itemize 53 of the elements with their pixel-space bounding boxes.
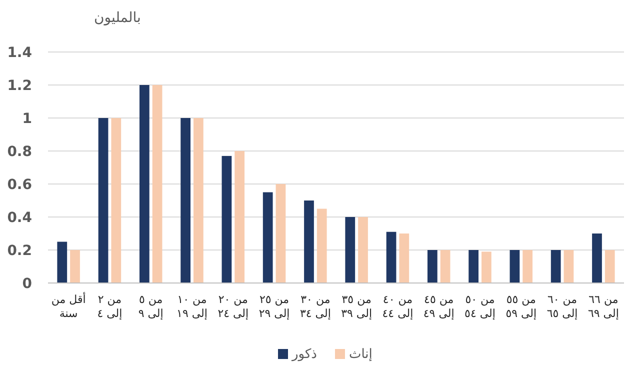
bar [152, 85, 162, 283]
y-tick-label: 1 [22, 111, 32, 127]
bar [358, 217, 368, 283]
bar [304, 200, 314, 283]
x-tick-label: من ٣٥ إلى ٣٩ [341, 293, 372, 320]
bar [111, 118, 122, 283]
bar [564, 250, 574, 283]
y-tick-label: 0.8 [7, 144, 32, 160]
bar [316, 208, 327, 283]
x-tick-label: من ٣٠ إلى ٣٤ [300, 293, 331, 320]
x-tick-label: من ٢٥ إلى ٢٩ [258, 293, 290, 320]
legend-label: ذكور [291, 347, 318, 362]
x-tick-label: أقل من سنة [51, 292, 86, 320]
bar [427, 250, 438, 283]
bar [234, 151, 245, 283]
bar [345, 217, 356, 283]
y-tick-label: 0.2 [7, 243, 32, 259]
x-tick-label: من ٥ إلى ٩ [138, 293, 164, 320]
bar [194, 118, 204, 283]
bar [440, 250, 450, 283]
bar [180, 118, 190, 283]
x-tick-label: من ٥٥ إلى ٥٩ [506, 293, 537, 320]
bar [57, 242, 68, 283]
y-tick-label: 0.4 [7, 210, 32, 226]
bar [604, 250, 615, 283]
y-tick-label: 0 [22, 276, 32, 292]
bar [222, 156, 232, 283]
bar [399, 234, 410, 283]
y-axis-title: بالمليون [94, 10, 141, 26]
bar [98, 118, 108, 283]
bar [276, 184, 286, 283]
bar [262, 192, 273, 283]
bar [522, 250, 533, 283]
bar [550, 250, 561, 283]
x-tick-label: من ٤٥ إلى ٤٩ [423, 293, 454, 320]
bar [468, 250, 478, 283]
y-tick-label: 1.4 [7, 45, 32, 61]
x-tick-label: من ٦٦ إلى ٦٩ [588, 293, 619, 320]
x-tick-label: من ١٠ إلى ١٩ [176, 293, 208, 320]
bar [592, 234, 602, 283]
x-tick-label: من ٥٠ إلى ٥٤ [464, 293, 496, 320]
bar [482, 252, 492, 283]
bar [70, 250, 80, 283]
legend-label: إناث [348, 347, 372, 362]
bar [510, 250, 520, 283]
y-tick-label: 1.2 [7, 78, 32, 94]
y-tick-label: 0.6 [7, 177, 32, 193]
bar [139, 85, 150, 283]
x-tick-label: من ٦٠ إلى ٦٥ [546, 293, 578, 320]
x-tick-label: من ٤٠ إلى ٤٤ [382, 293, 414, 320]
bar [386, 232, 396, 283]
x-tick-label: من ٢ إلى ٤ [97, 293, 122, 320]
x-tick-label: من ٢٠ إلى ٢٤ [218, 293, 249, 320]
